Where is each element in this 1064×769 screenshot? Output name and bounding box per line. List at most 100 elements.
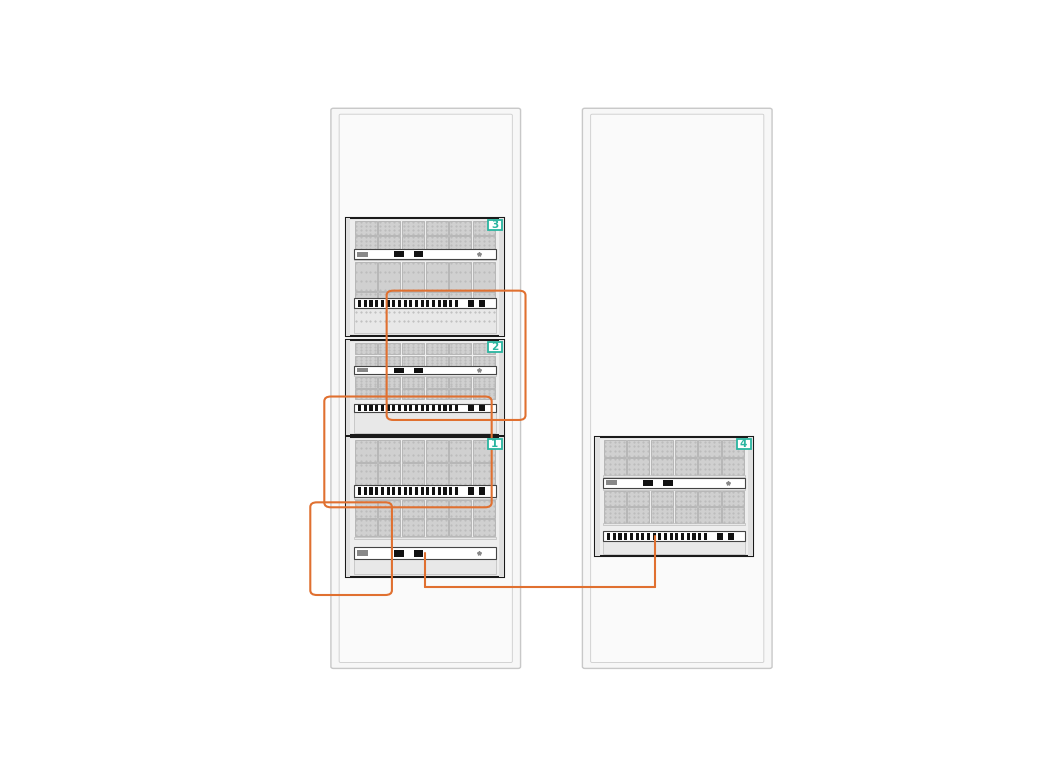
Bar — [722, 508, 744, 523]
Bar — [354, 249, 496, 259]
Bar — [449, 343, 471, 355]
Bar — [426, 377, 448, 388]
Bar — [473, 464, 495, 485]
Bar — [603, 531, 745, 541]
Bar — [473, 221, 495, 235]
Bar — [473, 377, 495, 388]
Bar — [643, 480, 652, 486]
Bar — [402, 343, 425, 355]
Bar — [663, 480, 672, 486]
Bar — [354, 388, 377, 399]
Bar — [595, 438, 599, 556]
Bar — [386, 300, 389, 307]
Bar — [449, 261, 471, 291]
Bar — [402, 441, 425, 462]
Bar — [454, 405, 458, 411]
Bar — [364, 405, 367, 411]
Bar — [414, 251, 423, 258]
Bar — [402, 388, 425, 399]
Bar — [410, 405, 413, 411]
Bar — [354, 259, 496, 261]
Bar — [354, 236, 377, 251]
Bar — [603, 441, 626, 457]
Bar — [403, 405, 406, 411]
Bar — [454, 487, 458, 495]
Bar — [354, 412, 496, 433]
Bar — [651, 441, 674, 457]
Bar — [603, 541, 745, 554]
Bar — [628, 441, 649, 457]
Text: 1: 1 — [491, 439, 498, 449]
Bar — [473, 236, 495, 251]
Bar — [420, 487, 423, 495]
Text: 3: 3 — [491, 220, 498, 230]
Bar — [659, 533, 662, 540]
Bar — [415, 487, 418, 495]
Bar — [426, 292, 448, 322]
Bar — [354, 559, 496, 574]
Bar — [675, 508, 697, 523]
Bar — [379, 261, 400, 291]
Bar — [449, 292, 471, 322]
FancyBboxPatch shape — [591, 114, 764, 663]
Bar — [354, 308, 496, 333]
Bar — [354, 292, 377, 322]
Bar — [379, 464, 400, 485]
Bar — [595, 438, 753, 556]
Bar — [603, 475, 745, 477]
Bar — [394, 550, 403, 557]
Bar — [449, 236, 471, 251]
Bar — [437, 487, 440, 495]
Bar — [635, 533, 638, 540]
Bar — [717, 533, 724, 540]
Bar — [736, 439, 750, 449]
Bar — [354, 375, 496, 376]
Bar — [432, 487, 435, 495]
Bar — [398, 487, 401, 495]
Bar — [432, 405, 435, 411]
Bar — [473, 500, 495, 518]
Bar — [449, 300, 452, 307]
Bar — [364, 300, 367, 307]
Bar — [693, 533, 696, 540]
Bar — [394, 368, 403, 373]
Bar — [698, 441, 720, 457]
Bar — [393, 487, 396, 495]
FancyBboxPatch shape — [331, 108, 520, 668]
Bar — [346, 438, 504, 577]
Bar — [618, 533, 621, 540]
Text: 2: 2 — [491, 341, 498, 351]
Bar — [379, 441, 400, 462]
Bar — [444, 405, 447, 411]
Bar — [467, 405, 473, 411]
Text: 4: 4 — [739, 439, 747, 449]
Bar — [379, 221, 400, 235]
Bar — [346, 218, 504, 336]
Bar — [603, 478, 745, 488]
Bar — [354, 366, 496, 375]
Bar — [354, 441, 377, 462]
FancyBboxPatch shape — [582, 108, 772, 668]
Bar — [669, 533, 672, 540]
Bar — [703, 533, 706, 540]
Bar — [437, 405, 440, 411]
Bar — [354, 537, 496, 538]
Bar — [354, 497, 496, 499]
Bar — [354, 355, 377, 367]
Bar — [499, 438, 504, 577]
Bar — [379, 343, 400, 355]
Bar — [426, 388, 448, 399]
Bar — [479, 487, 485, 495]
Bar — [467, 300, 473, 307]
Bar — [437, 300, 440, 307]
Bar — [608, 533, 611, 540]
Bar — [393, 405, 396, 411]
Bar — [354, 377, 377, 388]
Bar — [379, 377, 400, 388]
Bar — [354, 484, 496, 497]
Bar — [402, 221, 425, 235]
Bar — [398, 300, 401, 307]
Bar — [664, 533, 667, 540]
Bar — [393, 300, 396, 307]
Bar — [402, 236, 425, 251]
